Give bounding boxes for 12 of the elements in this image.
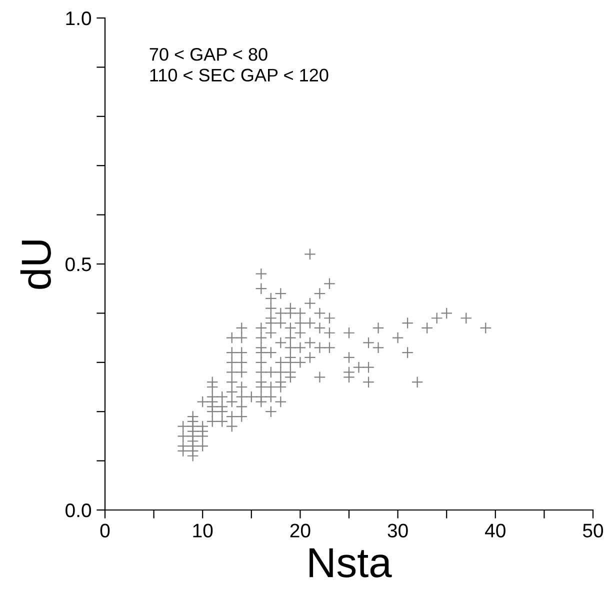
y-tick-label: 0.0 <box>66 503 92 518</box>
x-tick-label: 40 <box>485 524 506 538</box>
x-tick-label: 20 <box>290 524 310 538</box>
y-tick-label: 1.0 <box>66 11 92 26</box>
y-axis-title: dU <box>20 240 51 289</box>
x-tick-label: 30 <box>388 524 408 538</box>
x-tick-label: 0 <box>100 524 110 538</box>
y-tick-label: 0.5 <box>66 257 91 272</box>
x-tick-label: 50 <box>582 524 604 538</box>
x-axis-title: Nsta <box>310 548 392 578</box>
x-tick-label: 10 <box>193 524 213 538</box>
annotation: 70 < GAP < 80 110 < SEC GAP < 120 <box>150 48 328 82</box>
